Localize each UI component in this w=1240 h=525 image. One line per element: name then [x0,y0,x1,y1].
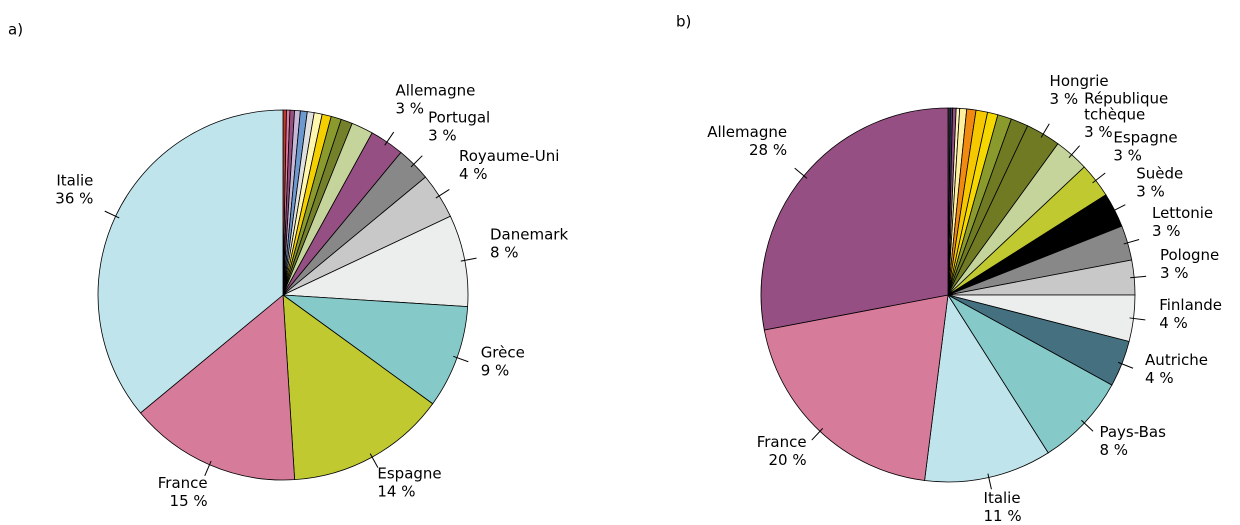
slice-label: République tchèque [1084,89,1168,123]
value-label: 3 % [1160,264,1189,282]
leader-line [204,460,212,476]
leader-line [1092,172,1106,184]
value-label: 4 % [1159,314,1188,332]
slice-label: Danemark [490,225,568,243]
value-label: 3 % [1113,146,1142,164]
slice-label: Royaume-Uni [459,147,559,165]
value-label: 3 % [428,126,457,144]
value-label: 36 % [55,190,93,208]
value-label: 3 % [1084,123,1113,141]
leader-line [460,257,477,262]
leader-line [1040,123,1050,138]
leader-line [794,167,808,179]
slice-label: Pays-Bas [1099,423,1166,441]
slice-label: Espagne [1113,128,1177,146]
value-label: 3 % [1136,182,1165,200]
leader-line [1123,239,1140,245]
value-label: 15 % [170,492,208,510]
value-label: 20 % [768,451,806,469]
slice [760,107,949,331]
value-label: 11 % [984,507,1022,525]
value-label: 4 % [1145,369,1174,387]
slice-label: Espagne [377,465,441,483]
leader-line [453,355,469,363]
leader-line [1130,275,1147,279]
value-label: 4 % [459,165,488,183]
slice-label: France [158,474,208,492]
leader-line [1117,361,1134,369]
slice-label: Italie [984,489,1021,507]
value-label: 14 % [377,483,415,501]
leader-line [1110,204,1126,213]
leader-line [369,453,379,468]
slice-label: France [757,433,807,451]
leader-line [1129,317,1146,321]
value-label: 8 % [490,243,519,261]
leader-line [811,428,824,441]
slice-label: Pologne [1160,246,1219,264]
leader-line [987,473,992,490]
value-label: 3 % [395,99,424,117]
slice-label: Autriche [1145,351,1208,369]
value-label: 28 % [749,141,787,159]
slice-label: Allemagne [707,123,787,141]
slice-label: Hongrie [1050,72,1109,90]
leader-line [1068,145,1080,159]
slice-label: Lettonie [1152,204,1213,222]
slice-label: Grèce [481,344,525,362]
slice-label: Finlande [1159,296,1222,314]
slice-label: Italie [56,172,93,190]
leader-line [384,131,395,146]
panel-label: b) [676,13,691,31]
leader-line [410,155,423,168]
slice-label: Portugal [428,108,490,126]
panel-label: a) [8,21,23,39]
value-label: 3 % [1050,90,1079,108]
value-label: 9 % [481,362,510,380]
leader-line [435,189,450,199]
value-label: 3 % [1152,222,1181,240]
slice-label: Allemagne [395,81,475,99]
leader-line [104,210,120,219]
slice-label: Suède [1136,164,1183,182]
leader-line [1081,419,1094,432]
value-label: 8 % [1099,441,1128,459]
